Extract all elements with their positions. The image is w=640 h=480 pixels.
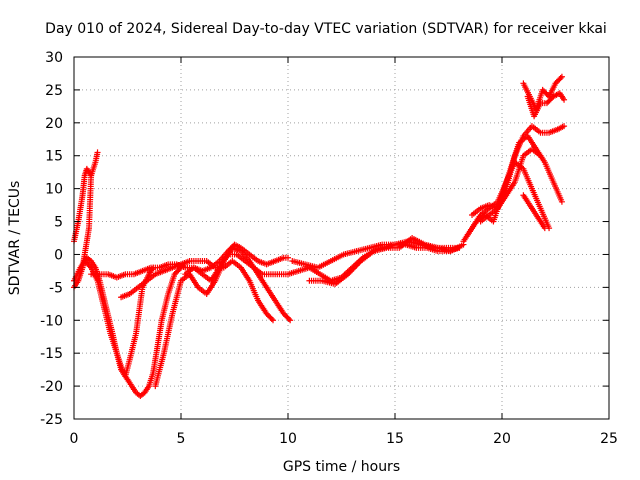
series-4 [81, 258, 184, 399]
y-tick-label: -20 [40, 379, 63, 395]
y-tick-label: -15 [40, 346, 63, 362]
grid [74, 57, 609, 419]
axis-ticks: 0 5 10 15 20 25 -25 -20 -15 -10 -5 0 5 10 15 20 25 30 [40, 50, 618, 447]
y-tick-label: 30 [45, 50, 63, 66]
data-point [561, 123, 568, 130]
data-point [285, 254, 291, 261]
data-point [558, 198, 565, 205]
data-point [287, 317, 294, 324]
data-points [71, 73, 568, 399]
x-tick-label: 15 [386, 431, 404, 447]
data-point [268, 315, 275, 322]
chart-title: Day 010 of 2024, Sidereal Day-to-day VTE… [45, 21, 607, 37]
data-point [557, 75, 564, 82]
x-axis-label: GPS time / hours [283, 459, 400, 475]
y-tick-label: 15 [45, 149, 63, 165]
data-point [86, 263, 93, 270]
y-tick-label: -5 [49, 280, 63, 296]
data-point [94, 149, 101, 156]
x-tick-label: 0 [70, 431, 79, 447]
series-17 [520, 192, 548, 232]
y-tick-label: 25 [45, 83, 63, 99]
data-point [558, 73, 565, 80]
y-tick-label: -10 [40, 313, 63, 329]
y-tick-label: 0 [54, 247, 63, 263]
data-point [270, 317, 277, 324]
x-tick-label: 10 [279, 431, 297, 447]
data-point [285, 315, 292, 322]
data-point [561, 96, 568, 103]
series-14 [477, 146, 544, 225]
x-tick-label: 25 [600, 431, 618, 447]
y-tick-label: -25 [40, 412, 63, 428]
y-tick-label: 10 [45, 182, 63, 198]
plot-frame [73, 56, 610, 420]
data-point [88, 172, 95, 179]
data-point [537, 152, 544, 159]
data-point [541, 225, 548, 232]
series-10 [306, 235, 467, 288]
x-tick-label: 20 [493, 431, 511, 447]
series-16 [524, 90, 568, 120]
series-6 [118, 258, 277, 324]
x-tick-label: 5 [177, 431, 186, 447]
y-tick-label: 20 [45, 116, 63, 132]
y-tick-label: 5 [54, 215, 63, 231]
y-axis-label: SDTVAR / TECUs [7, 181, 23, 296]
